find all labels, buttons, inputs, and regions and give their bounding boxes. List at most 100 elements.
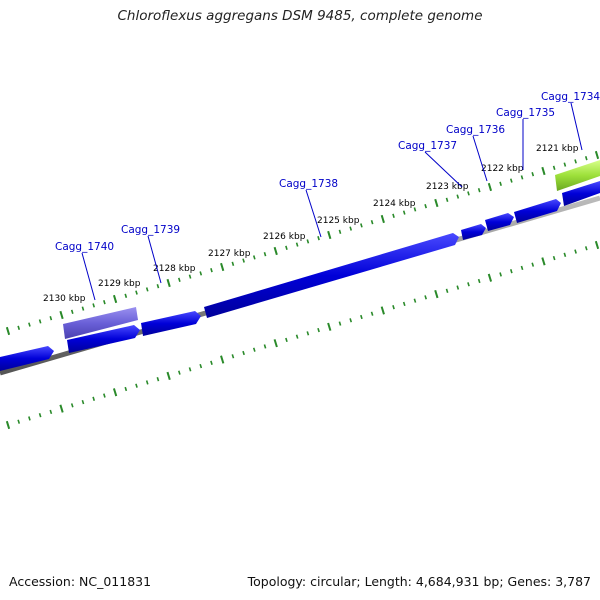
tick-mark xyxy=(317,236,320,241)
tick-mark xyxy=(70,403,74,408)
tick-mark xyxy=(285,337,288,343)
tick-mark xyxy=(103,393,106,398)
tick-mark xyxy=(28,416,31,421)
tick-mark xyxy=(574,249,577,254)
inner-tick-track xyxy=(5,240,600,430)
tick-mark xyxy=(477,188,481,193)
tick-mark xyxy=(210,268,213,273)
tick-mark xyxy=(349,226,353,231)
tick-mark xyxy=(499,272,502,277)
scale-label: 2122 kbp xyxy=(481,164,524,174)
highlighted-feature xyxy=(555,160,600,191)
tick-mark xyxy=(5,326,11,336)
gene-label[interactable]: Cagg_1734 xyxy=(541,91,600,103)
tick-mark xyxy=(413,207,417,212)
tick-mark xyxy=(92,396,96,401)
tick-mark xyxy=(360,223,363,228)
tick-mark xyxy=(499,181,502,186)
tick-mark xyxy=(402,210,406,215)
tick-mark xyxy=(424,295,428,300)
tick-mark xyxy=(70,309,74,314)
tick-mark xyxy=(487,182,493,192)
tick-mark xyxy=(477,278,481,284)
tick-mark xyxy=(231,354,235,359)
tick-mark xyxy=(456,194,460,199)
leader-line xyxy=(147,235,162,284)
tick-mark xyxy=(434,198,439,208)
tick-mark xyxy=(380,306,385,315)
tick-mark xyxy=(509,178,513,183)
tick-mark xyxy=(112,388,118,397)
tick-mark xyxy=(467,191,470,196)
tick-mark xyxy=(199,271,203,276)
cds-feature xyxy=(67,325,140,353)
tick-mark xyxy=(210,360,213,365)
gene-label[interactable]: Cagg_1740 xyxy=(55,241,114,253)
tick-mark xyxy=(263,344,267,349)
outer-tick-track xyxy=(5,150,600,336)
tick-mark xyxy=(349,318,353,323)
tick-mark xyxy=(38,319,42,324)
tick-mark xyxy=(135,290,138,295)
scale-label: 2130 kbp xyxy=(43,294,86,304)
leader-line xyxy=(570,102,583,151)
gene-label[interactable]: Cagg_1739 xyxy=(121,224,180,236)
scale-label: 2123 kbp xyxy=(426,182,469,192)
tick-mark xyxy=(49,316,53,321)
label-leaders xyxy=(81,102,583,301)
gene-label[interactable]: Cagg_1737 xyxy=(398,140,457,152)
cds-feature xyxy=(461,224,486,240)
tick-mark xyxy=(38,413,42,418)
tick-mark xyxy=(563,252,567,257)
tick-mark xyxy=(541,257,546,266)
tick-mark xyxy=(338,321,342,326)
tick-mark xyxy=(317,327,320,333)
tick-mark xyxy=(112,294,118,304)
tick-mark xyxy=(59,404,64,413)
tick-mark xyxy=(145,287,149,292)
tick-mark xyxy=(81,306,85,311)
tick-mark xyxy=(285,245,288,250)
tick-mark xyxy=(81,399,85,405)
tick-mark xyxy=(103,300,106,305)
scale-label: 2127 kbp xyxy=(208,249,251,259)
gene-label[interactable]: Cagg_1736 xyxy=(446,124,505,136)
tick-mark xyxy=(306,331,310,336)
tick-mark xyxy=(124,293,128,298)
tick-mark xyxy=(594,240,600,250)
tick-mark xyxy=(509,269,513,274)
tick-mark xyxy=(220,355,225,364)
scale-label: 2124 kbp xyxy=(373,199,416,209)
cds-feature-reverse xyxy=(63,307,138,339)
tick-mark xyxy=(28,322,31,327)
tick-mark xyxy=(252,255,256,260)
gene-label[interactable]: Cagg_1735 xyxy=(496,107,555,119)
leader-line xyxy=(424,151,463,188)
tick-mark xyxy=(242,350,245,356)
tick-mark xyxy=(5,420,11,430)
leader-line xyxy=(305,189,322,238)
gene-labels: Cagg_1734 Cagg_1735 Cagg_1736 Cagg_1737 … xyxy=(55,91,600,253)
cds-feature xyxy=(141,311,201,336)
tick-mark xyxy=(156,377,160,382)
scale-label: 2125 kbp xyxy=(317,216,360,226)
leader-line xyxy=(472,135,488,182)
tick-mark xyxy=(360,314,363,320)
tick-mark xyxy=(456,285,460,290)
tick-mark xyxy=(17,325,21,330)
tick-mark xyxy=(92,303,96,308)
tick-mark xyxy=(178,277,181,282)
leader-line xyxy=(81,252,96,301)
tick-mark xyxy=(252,347,256,352)
tick-mark xyxy=(584,246,588,251)
tick-mark xyxy=(166,371,171,381)
tick-mark xyxy=(188,367,192,372)
scale-label: 2121 kbp xyxy=(536,144,579,154)
tick-mark xyxy=(552,255,556,261)
tick-mark xyxy=(59,310,64,320)
tick-mark xyxy=(445,288,449,293)
tick-mark xyxy=(424,204,427,209)
gene-label[interactable]: Cagg_1738 xyxy=(279,178,338,190)
tick-mark xyxy=(327,322,332,331)
tick-mark xyxy=(124,386,128,392)
